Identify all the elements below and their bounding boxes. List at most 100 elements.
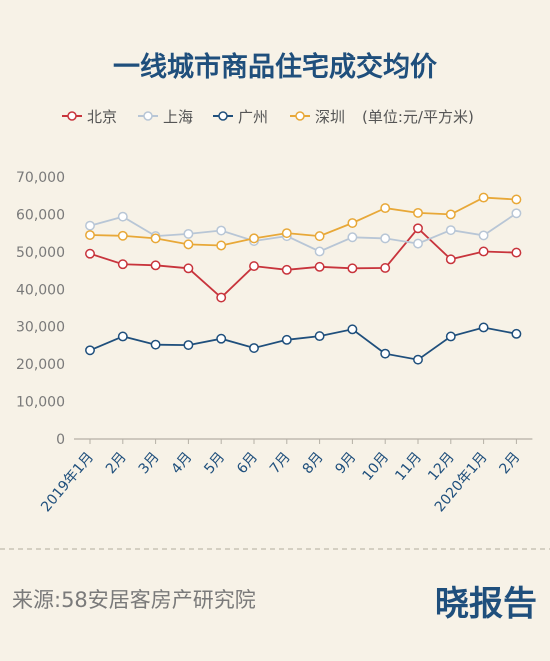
x-tick-label: 9月: [332, 449, 359, 477]
y-tick-label: 60,000: [16, 207, 65, 223]
data-point: [117, 211, 128, 222]
x-tick-label: 10月: [360, 449, 393, 484]
data-point: [216, 292, 227, 303]
y-tick-label: 0: [56, 432, 65, 448]
data-point: [183, 263, 194, 274]
data-point: [413, 238, 423, 249]
legend-label: 上海: [163, 108, 193, 126]
legend-label: 北京: [87, 108, 117, 126]
data-point: [413, 207, 423, 218]
data-point: [380, 263, 391, 273]
x-tick-label: 7月: [267, 449, 294, 477]
x-tick-label: 4月: [168, 449, 195, 477]
x-tick-label: 2月: [496, 449, 523, 477]
data-point: [445, 254, 456, 265]
data-point: [478, 230, 489, 241]
y-tick-label: 30,000: [16, 320, 65, 336]
data-point: [380, 203, 391, 214]
data-point: [445, 225, 456, 236]
legend-label: 深圳: [315, 108, 345, 126]
data-point: [314, 231, 325, 242]
data-point: [85, 345, 95, 356]
data-point: [249, 233, 259, 244]
y-tick-label: 50,000: [16, 245, 65, 261]
data-point: [511, 247, 522, 258]
series-line-group: [85, 223, 522, 303]
legend-label: 广州: [238, 108, 268, 126]
data-point: [216, 240, 227, 251]
data-point: [314, 331, 325, 342]
x-tick-label: 2019年1月: [38, 449, 97, 515]
series-line: [89, 212, 517, 253]
legend-item: 广州: [213, 108, 268, 126]
data-point: [314, 261, 325, 272]
y-axis: 0 10,000 20,000 30,000 40,000 50,000 60,000 70,…: [16, 170, 65, 448]
data-point: [478, 192, 489, 203]
y-tick-label: 20,000: [16, 357, 65, 373]
legend-swatch-marker: [295, 111, 305, 121]
data-point: [85, 220, 95, 231]
data-point: [281, 228, 292, 239]
y-tick-label: 10,000: [16, 395, 65, 411]
data-point: [281, 334, 292, 345]
data-point: [511, 194, 522, 205]
data-point: [150, 339, 161, 350]
data-point: [150, 260, 161, 271]
y-tick-label: 40,000: [16, 282, 65, 298]
data-point: [413, 354, 423, 365]
y-tick-label: 70,000: [16, 170, 65, 186]
chart-title: 一线城市商品住宅成交均价: [113, 51, 438, 83]
series-line-group: [85, 192, 522, 251]
brand-logo: 晓报告: [435, 584, 537, 624]
data-point: [413, 223, 423, 234]
data-point: [478, 322, 489, 333]
unit-note: (单位:元/平方米): [362, 108, 474, 126]
legend-swatch-marker: [218, 111, 228, 121]
data-point: [85, 248, 95, 259]
x-tick-label: 8月: [300, 449, 327, 477]
legend-item: 上海: [138, 108, 193, 126]
data-point: [347, 263, 358, 274]
data-point: [380, 233, 391, 244]
data-point: [314, 246, 325, 257]
series-line: [89, 226, 517, 299]
data-point: [445, 209, 456, 220]
x-tick-label: 11月: [392, 449, 425, 484]
data-point: [183, 239, 194, 250]
data-point: [216, 333, 227, 344]
series-line: [89, 196, 517, 247]
data-point: [347, 324, 358, 335]
data-point: [249, 261, 259, 272]
data-point: [347, 218, 358, 228]
legend-item: 北京: [62, 108, 117, 126]
series-line: [89, 326, 517, 361]
source-text: 来源:58安居客房产研究院: [12, 588, 256, 612]
data-point: [478, 246, 489, 257]
data-point: [150, 233, 161, 244]
x-tick-label: 2月: [103, 449, 130, 477]
data-point: [183, 228, 194, 239]
x-tick-label: 5月: [201, 449, 228, 477]
data-point: [183, 340, 194, 351]
data-point: [117, 259, 128, 270]
data-point: [445, 331, 456, 342]
data-point: [511, 208, 522, 219]
series-layer: [85, 192, 522, 365]
legend-swatch-marker: [67, 111, 77, 121]
x-tick-label: 6月: [234, 449, 261, 477]
data-point: [281, 264, 292, 275]
x-tick-label: 3月: [136, 449, 163, 477]
series-line-group: [85, 322, 522, 365]
data-point: [347, 232, 358, 243]
legend-swatch-marker: [143, 111, 153, 121]
data-point: [216, 225, 227, 236]
legend-item: 深圳: [290, 108, 345, 126]
legend: 北京 上海 广州 深圳: [62, 108, 345, 126]
data-point: [117, 230, 128, 241]
data-point: [117, 331, 128, 342]
data-point: [249, 343, 259, 353]
data-point: [380, 348, 391, 359]
data-point: [85, 230, 95, 240]
